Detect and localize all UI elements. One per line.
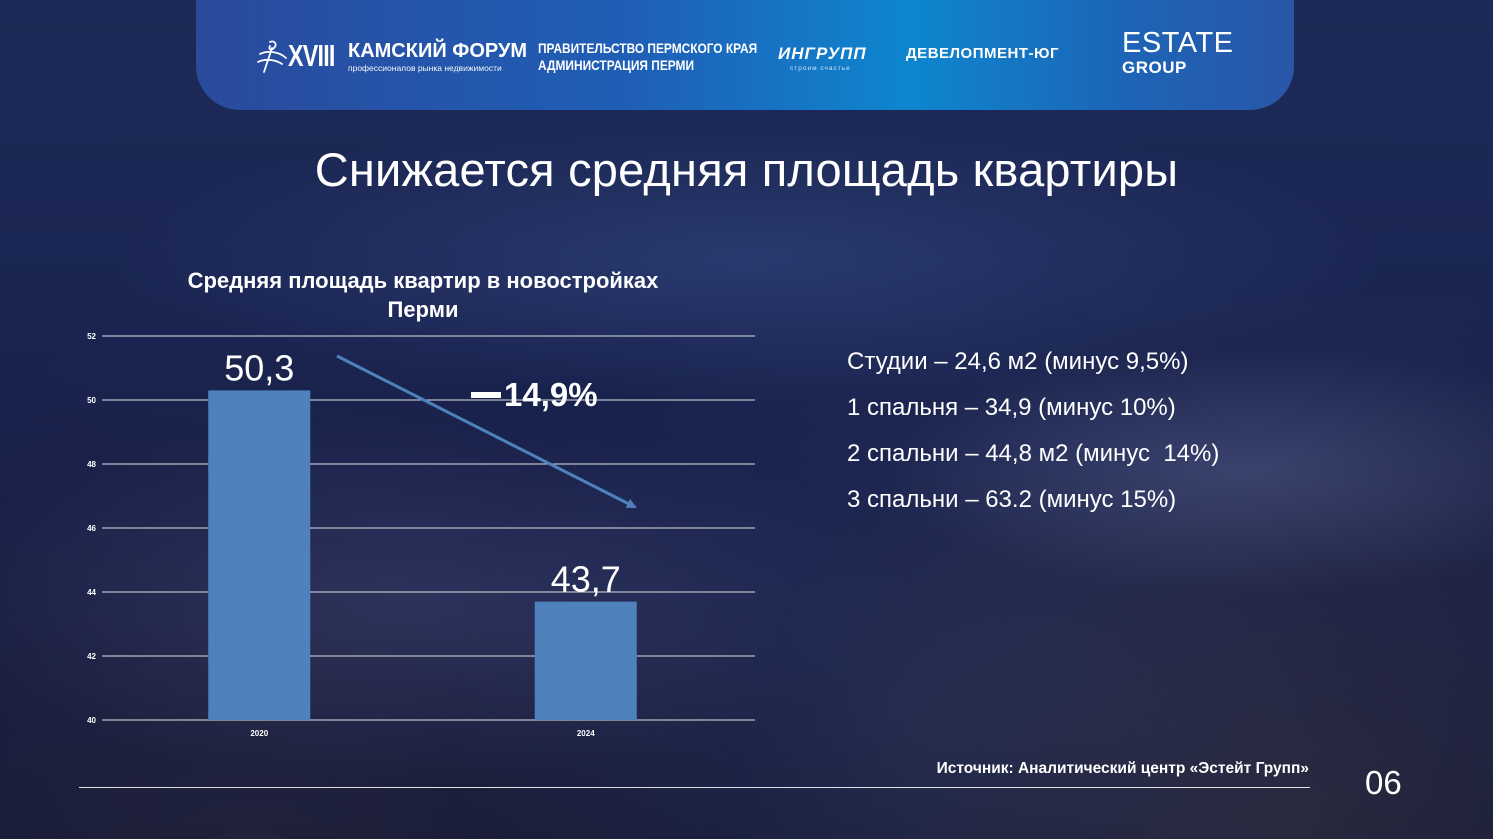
y-tick-label: 40 [87, 716, 96, 725]
y-tick-label: 44 [87, 588, 96, 597]
source-note: Источник: Аналитический центр «Эстейт Гр… [936, 760, 1309, 777]
stat-1-bedroom: 1 спальня – 34,9 (минус 10%) [847, 394, 1176, 421]
forum-name: КАМСКИЙ ФОРУМ [348, 40, 528, 62]
y-tick-label: 46 [87, 524, 96, 533]
data-label-2024: 43,7 [551, 559, 621, 600]
data-label-2020: 50,3 [224, 347, 294, 388]
kamsky-forum-logo: XVIII КАМСКИЙ ФОРУМ профессионалов рынка… [252, 36, 527, 76]
forum-subtitle: профессионалов рынка недвижимости [348, 63, 502, 73]
minus-sign-icon [471, 392, 501, 398]
stat-3-bedrooms: 3 спальни – 63.2 (минус 15%) [847, 486, 1177, 513]
ingrupp-logo: ИНГРУПП [778, 44, 867, 63]
footer-divider [79, 787, 1310, 788]
bar-chart: 40 42 44 46 48 50 52 50,3 2020 43,7 2024 14,9% [87, 332, 755, 738]
slide-title: Снижается средняя площадь квартиры [314, 143, 1179, 196]
x-tick-label: 2024 [577, 729, 595, 738]
gov-line-2: АДМИНИСТРАЦИЯ ПЕРМИ [538, 57, 695, 73]
dragonfly-icon [257, 40, 287, 73]
estate-logo: ESTATE [1122, 27, 1234, 59]
gov-line-1: ПРАВИТЕЛЬСТВО ПЕРМСКОГО КРАЯ [538, 40, 758, 56]
chart-title: Средняя площадь квартир в новостройках П… [187, 268, 659, 322]
forum-edition-numeral: XVIII [288, 38, 335, 73]
apartment-type-stats: Студии – 24,6 м2 (минус 9,5%) 1 спальня … [847, 344, 1219, 528]
estate-group-logo: GROUP [1122, 58, 1187, 77]
trend-arrow [336, 354, 637, 509]
government-logo: ПРАВИТЕЛЬСТВО ПЕРМСКОГО КРАЯ АДМИНИСТРАЦ… [538, 40, 757, 74]
y-tick-label: 48 [87, 460, 96, 469]
x-tick-label: 2020 [250, 729, 268, 738]
stat-studios: Студии – 24,6 м2 (минус 9,5%) [847, 348, 1189, 375]
page-number: 06 [1365, 764, 1402, 801]
header-bar [196, 0, 1294, 110]
y-tick-label: 50 [87, 396, 96, 405]
bar-2020 [208, 390, 311, 720]
development-yug-logo: ДЕВЕЛОПМЕНТ-ЮГ [906, 45, 1059, 62]
stat-2-bedrooms: 2 спальни – 44,8 м2 (минус 14%) [847, 440, 1220, 467]
ingrupp-tagline: строим счастье [790, 65, 851, 72]
y-tick-label: 52 [87, 332, 96, 341]
y-tick-label: 42 [87, 652, 96, 661]
bar-2024 [534, 601, 637, 720]
change-annotation: 14,9% [504, 376, 598, 413]
